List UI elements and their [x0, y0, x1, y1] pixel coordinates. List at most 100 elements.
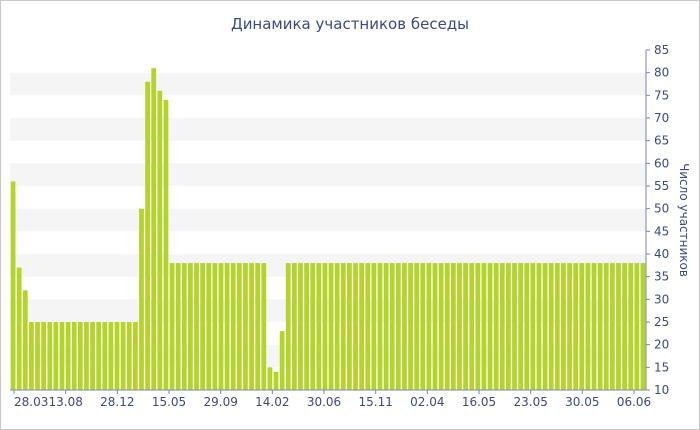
bar[interactable] — [132, 322, 138, 390]
bar[interactable] — [212, 263, 218, 390]
bar[interactable] — [340, 263, 346, 390]
bar[interactable] — [316, 263, 322, 390]
bar[interactable] — [438, 263, 444, 390]
bar[interactable] — [353, 263, 358, 390]
bar[interactable] — [573, 263, 579, 390]
bar[interactable] — [554, 263, 560, 390]
bar[interactable] — [218, 263, 224, 390]
bar[interactable] — [90, 322, 95, 390]
bar[interactable] — [84, 322, 89, 390]
bar[interactable] — [120, 322, 126, 390]
bar[interactable] — [548, 263, 554, 390]
bar[interactable] — [334, 263, 340, 390]
bar[interactable] — [499, 263, 505, 390]
bar[interactable] — [114, 322, 120, 390]
bar[interactable] — [512, 263, 517, 390]
bar[interactable] — [493, 263, 499, 390]
bar[interactable] — [408, 263, 413, 390]
bar[interactable] — [243, 263, 248, 390]
bar[interactable] — [628, 263, 634, 390]
bar[interactable] — [175, 263, 181, 390]
bar[interactable] — [65, 322, 71, 390]
bar[interactable] — [41, 322, 47, 390]
bar[interactable] — [450, 263, 456, 390]
bar[interactable] — [457, 263, 462, 390]
bar[interactable] — [279, 331, 285, 390]
bar[interactable] — [377, 263, 383, 390]
bar[interactable] — [395, 263, 401, 390]
bar[interactable] — [591, 263, 597, 390]
bar[interactable] — [108, 322, 114, 390]
bar[interactable] — [255, 263, 261, 390]
bar[interactable] — [609, 263, 615, 390]
bar[interactable] — [206, 263, 212, 390]
bar[interactable] — [603, 263, 609, 390]
bar[interactable] — [291, 263, 297, 390]
bar[interactable] — [10, 181, 16, 390]
bar[interactable] — [414, 263, 420, 390]
bar[interactable] — [481, 263, 487, 390]
bar[interactable] — [96, 322, 102, 390]
bar[interactable] — [432, 263, 438, 390]
bar[interactable] — [163, 99, 169, 391]
bar[interactable] — [328, 263, 334, 390]
bar[interactable] — [371, 263, 377, 390]
bar[interactable] — [310, 263, 316, 390]
bar[interactable] — [102, 322, 108, 390]
bar[interactable] — [59, 322, 65, 390]
bar[interactable] — [579, 263, 585, 390]
bar[interactable] — [542, 263, 548, 390]
bar[interactable] — [22, 290, 28, 390]
bar[interactable] — [139, 208, 144, 390]
bar[interactable] — [622, 263, 627, 390]
bar[interactable] — [469, 263, 475, 390]
bar[interactable] — [298, 263, 303, 390]
bar[interactable] — [273, 371, 279, 390]
bar[interactable] — [420, 263, 426, 390]
bar[interactable] — [463, 263, 468, 390]
bar[interactable] — [561, 263, 566, 390]
bar[interactable] — [47, 322, 53, 390]
bar[interactable] — [236, 263, 242, 390]
bar[interactable] — [77, 322, 83, 390]
bar[interactable] — [487, 263, 493, 390]
bar[interactable] — [35, 322, 40, 390]
bar[interactable] — [304, 263, 309, 390]
bar[interactable] — [200, 263, 206, 390]
bar[interactable] — [53, 322, 59, 390]
bar[interactable] — [444, 263, 450, 390]
bar[interactable] — [536, 263, 542, 390]
bar[interactable] — [16, 267, 22, 390]
bar[interactable] — [230, 263, 236, 390]
bar[interactable] — [29, 322, 34, 390]
bar[interactable] — [634, 263, 640, 390]
bar[interactable] — [126, 322, 132, 390]
bar[interactable] — [426, 263, 432, 390]
bar[interactable] — [475, 263, 481, 390]
bar[interactable] — [365, 263, 371, 390]
bar[interactable] — [145, 81, 150, 390]
bar[interactable] — [530, 263, 536, 390]
bar[interactable] — [567, 263, 572, 390]
bar[interactable] — [585, 263, 591, 390]
bar[interactable] — [359, 263, 365, 390]
bar[interactable] — [169, 263, 175, 390]
bar[interactable] — [322, 263, 328, 390]
bar[interactable] — [194, 263, 199, 390]
bar[interactable] — [261, 263, 267, 390]
bar[interactable] — [285, 263, 291, 390]
bar[interactable] — [157, 90, 163, 391]
bar[interactable] — [597, 263, 603, 390]
bar[interactable] — [181, 263, 187, 390]
bar[interactable] — [389, 263, 395, 390]
bar[interactable] — [267, 367, 273, 390]
bar[interactable] — [151, 68, 157, 390]
bar[interactable] — [640, 263, 646, 390]
bar[interactable] — [506, 263, 511, 390]
bar[interactable] — [347, 263, 352, 390]
bar[interactable] — [402, 263, 407, 390]
bar[interactable] — [524, 263, 530, 390]
bar[interactable] — [518, 263, 524, 390]
bar[interactable] — [383, 263, 389, 390]
bar[interactable] — [224, 263, 230, 390]
